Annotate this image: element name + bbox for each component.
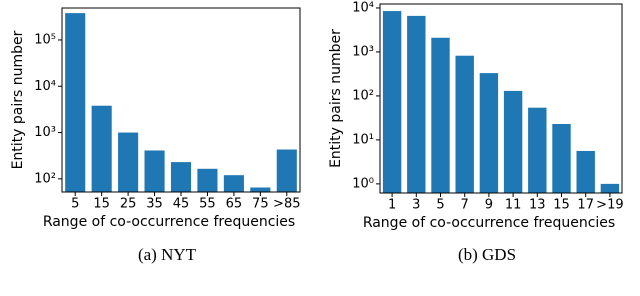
y-tick-label: 10³ bbox=[34, 125, 56, 140]
bar bbox=[223, 175, 244, 192]
bar bbox=[528, 107, 547, 193]
plot-frame bbox=[61, 7, 301, 193]
x-tick-label: 55 bbox=[199, 197, 216, 212]
bar bbox=[479, 73, 499, 193]
y-tick-label: 10³ bbox=[352, 44, 374, 59]
bar bbox=[65, 13, 86, 193]
bar bbox=[455, 55, 474, 194]
x-axis-label: Range of co-occurrence frequencies bbox=[43, 214, 295, 230]
x-tick-label: 45 bbox=[173, 197, 190, 212]
y-tick-label: 10² bbox=[352, 88, 374, 103]
bar bbox=[503, 90, 523, 193]
y-axis-label: Entity pairs number bbox=[328, 29, 344, 168]
y-tick-label: 10² bbox=[34, 171, 56, 186]
bar bbox=[552, 123, 571, 193]
bar bbox=[197, 168, 218, 192]
bar bbox=[250, 187, 271, 192]
y-axis-label: Entity pairs number bbox=[10, 30, 26, 169]
x-tick-label: 17 bbox=[577, 198, 594, 213]
bar bbox=[600, 183, 620, 193]
x-tick-label: 25 bbox=[120, 197, 137, 212]
x-tick-label: 15 bbox=[93, 197, 110, 212]
x-tick-label: 75 bbox=[252, 197, 269, 212]
y-tick-label: 10⁰ bbox=[352, 176, 374, 191]
x-tick-label: 13 bbox=[529, 198, 546, 213]
x-tick-label: 11 bbox=[505, 198, 522, 213]
x-tick-label: 3 bbox=[412, 198, 420, 213]
y-tick-label: 10⁴ bbox=[34, 79, 56, 94]
bar bbox=[170, 162, 192, 192]
bar bbox=[144, 150, 165, 192]
plot-frame bbox=[379, 3, 623, 194]
x-tick-label: 15 bbox=[553, 198, 570, 213]
x-axis-label: Range of co-occurrence frequencies bbox=[363, 215, 615, 231]
bar bbox=[118, 132, 139, 192]
bar bbox=[576, 150, 595, 193]
x-tick-label: >19 bbox=[596, 198, 623, 213]
x-tick-label: 65 bbox=[226, 197, 243, 212]
bar bbox=[431, 37, 450, 193]
y-tick-label: 10⁴ bbox=[352, 0, 374, 15]
bar bbox=[276, 149, 297, 192]
bar bbox=[407, 15, 426, 193]
caption: (a) NYT bbox=[138, 245, 197, 264]
y-tick-label: 10¹ bbox=[352, 132, 374, 147]
x-tick-label: 7 bbox=[461, 198, 469, 213]
bar bbox=[382, 11, 402, 193]
x-tick-label: >85 bbox=[273, 197, 300, 212]
x-tick-label: 9 bbox=[485, 198, 493, 213]
x-tick-label: 35 bbox=[146, 197, 163, 212]
caption: (b) GDS bbox=[458, 245, 516, 264]
x-tick-label: 1 bbox=[388, 198, 396, 213]
x-tick-label: 5 bbox=[436, 198, 444, 213]
bar bbox=[91, 105, 112, 192]
x-tick-label: 5 bbox=[71, 197, 79, 212]
y-tick-label: 10⁵ bbox=[34, 32, 56, 47]
